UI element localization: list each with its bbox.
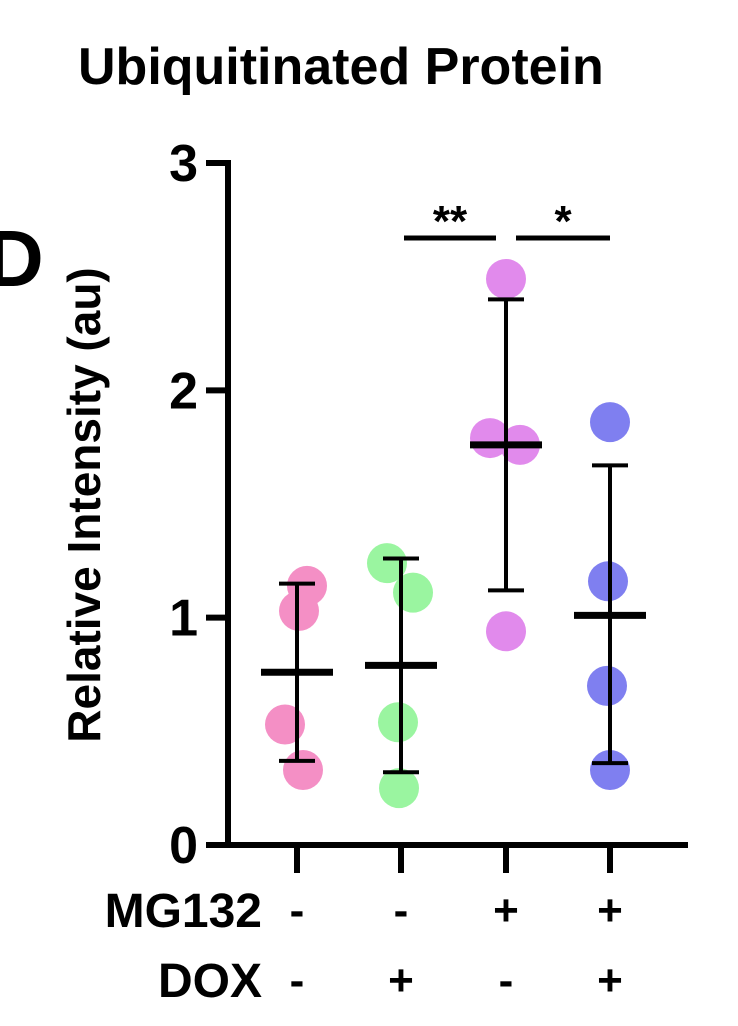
data-points xyxy=(265,258,630,809)
significance-label: * xyxy=(554,197,572,246)
data-point xyxy=(367,543,407,584)
significance-label: ** xyxy=(433,197,468,246)
data-point xyxy=(283,749,323,790)
condition-sign: - xyxy=(394,886,409,935)
panel-letter: D xyxy=(0,214,44,303)
condition-sign: + xyxy=(597,886,623,935)
data-point xyxy=(378,702,418,743)
error-bars xyxy=(261,297,646,775)
data-point xyxy=(590,402,630,443)
x-ticks xyxy=(294,845,613,873)
y-ticks: 0 1 2 3 xyxy=(169,135,228,875)
data-point xyxy=(379,768,419,809)
condition-sign: + xyxy=(493,886,519,935)
axes xyxy=(225,160,688,848)
significance-bars: ** * xyxy=(404,197,610,246)
y-axis-label: Relative Intensity (au) xyxy=(58,267,110,742)
y-tick-label: 2 xyxy=(169,362,198,420)
chart-title: Ubiquitinated Protein xyxy=(78,38,604,96)
condition-sign: + xyxy=(388,956,414,1005)
data-point xyxy=(486,611,526,652)
condition-sign: - xyxy=(290,886,305,935)
condition-sign: - xyxy=(499,956,514,1005)
condition-row-label: MG132 xyxy=(105,885,262,938)
condition-row-label: DOX xyxy=(158,955,262,1008)
condition-sign: + xyxy=(597,956,623,1005)
y-tick-label: 0 xyxy=(169,817,198,875)
data-point xyxy=(590,749,630,790)
y-tick-label: 1 xyxy=(169,590,198,648)
condition-sign: - xyxy=(290,956,305,1005)
y-tick-label: 3 xyxy=(169,135,198,193)
data-point xyxy=(587,665,627,706)
data-point xyxy=(486,258,526,299)
condition-rows: MG132- - + +DOX - + - + xyxy=(105,885,623,1008)
